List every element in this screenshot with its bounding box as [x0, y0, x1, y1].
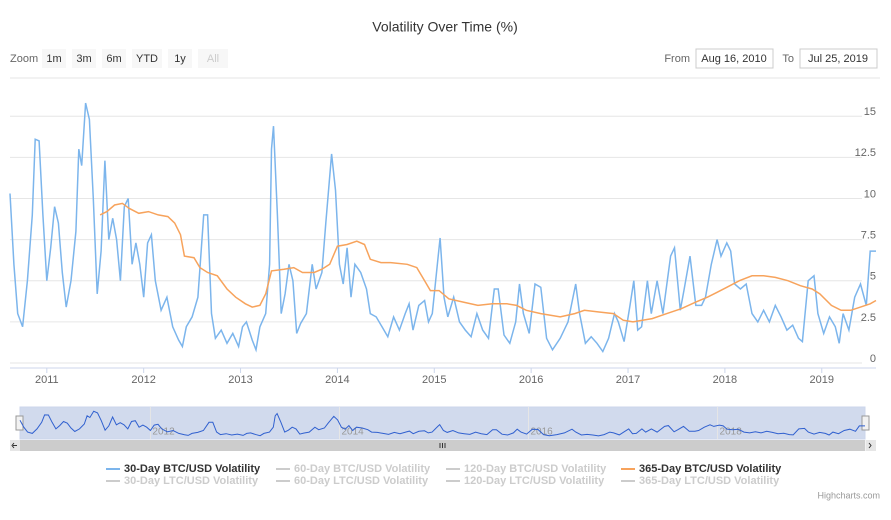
legend-label[interactable]: 120-Day BTC/USD Volatility	[464, 463, 607, 475]
zoom-label: Zoom	[10, 53, 38, 65]
legend-label[interactable]: 30-Day LTC/USD Volatility	[124, 475, 259, 487]
to-input[interactable]	[799, 48, 878, 69]
x-tick-label: 2013	[228, 374, 252, 386]
legend-label[interactable]: 120-Day LTC/USD Volatility	[464, 475, 605, 487]
from-input[interactable]	[695, 48, 774, 69]
zoom-button[interactable]	[132, 49, 162, 68]
y-tick-label: 12.5	[855, 147, 876, 159]
x-tick-label: 2017	[616, 374, 640, 386]
to-value[interactable]: Jul 25, 2019	[808, 53, 868, 65]
to-label: To	[782, 53, 794, 65]
zoom-button-label[interactable]: 3m	[76, 53, 91, 65]
y-tick-label: 15	[864, 106, 876, 118]
legend-label[interactable]: 30-Day BTC/USD Volatility	[124, 463, 261, 475]
x-tick-label: 2019	[810, 374, 834, 386]
navigator-tick-label: 2016	[531, 427, 554, 438]
legend-label[interactable]: 365-Day BTC/USD Volatility	[639, 463, 782, 475]
zoom-button[interactable]	[168, 49, 192, 68]
zoom-button-label: All	[207, 53, 219, 65]
navigator-tick-label: 2014	[341, 427, 364, 438]
credits[interactable]: Highcharts.com	[817, 490, 880, 500]
from-label: From	[664, 53, 690, 65]
zoom-button-label[interactable]: 1y	[174, 53, 186, 65]
legend-label[interactable]: 60-Day BTC/USD Volatility	[294, 463, 431, 475]
zoom-button[interactable]	[42, 49, 66, 68]
zoom-button-label[interactable]: 1m	[46, 53, 61, 65]
x-tick-label: 2011	[35, 374, 59, 386]
zoom-button[interactable]	[102, 49, 126, 68]
zoom-button[interactable]	[72, 49, 96, 68]
legend-label[interactable]: 60-Day LTC/USD Volatility	[294, 475, 429, 487]
from-value[interactable]: Aug 16, 2010	[701, 53, 766, 65]
series-line	[99, 202, 877, 323]
arrow-right	[868, 442, 872, 449]
zoom-button-label[interactable]: YTD	[136, 53, 158, 65]
zoom-button-label[interactable]: 6m	[106, 53, 121, 65]
y-tick-label: 0	[870, 353, 876, 365]
y-tick-label: 5	[870, 271, 876, 283]
y-tick-label: 2.5	[861, 312, 876, 324]
x-tick-label: 2012	[131, 374, 155, 386]
navigator-handle-right[interactable]	[861, 415, 870, 431]
x-tick-label: 2015	[422, 374, 446, 386]
x-tick-label: 2014	[325, 374, 349, 386]
zoom-button	[198, 49, 228, 68]
y-tick-label: 10	[864, 188, 876, 200]
navigator-handle-left[interactable]	[15, 415, 24, 431]
navigator-tick-label: 2012	[152, 427, 175, 438]
chart-title: Volatility Over Time (%)	[372, 19, 517, 35]
x-tick-label: 2018	[713, 374, 737, 386]
series-line	[9, 102, 876, 354]
navigator-tick-label: 2018	[720, 427, 743, 438]
arrow-left	[11, 442, 17, 449]
legend-label[interactable]: 365-Day LTC/USD Volatility	[639, 475, 780, 487]
y-tick-label: 7.5	[861, 230, 876, 242]
x-tick-label: 2016	[519, 374, 543, 386]
scroll-grip	[439, 443, 446, 448]
navigator-line	[19, 410, 865, 437]
